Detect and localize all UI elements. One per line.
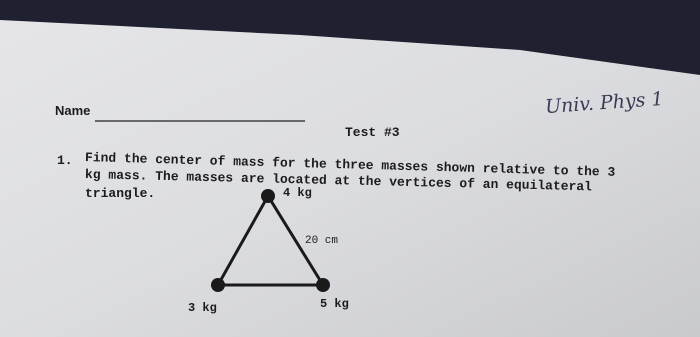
name-label: Name (55, 103, 91, 118)
mass-label: 4 kg (283, 186, 312, 200)
triangle (215, 193, 326, 287)
fabric (0, 0, 700, 75)
side-label: 20 cm (305, 235, 339, 247)
mass-label: 3 kg (188, 301, 217, 315)
question-number: 1. (57, 153, 73, 168)
mass-dot (261, 189, 275, 203)
mass-dot (316, 278, 330, 292)
mass-label: 5 kg (320, 297, 349, 311)
question-line: triangle. (85, 186, 156, 201)
test-title: Test #3 (345, 125, 400, 140)
mass-dot (211, 278, 225, 292)
